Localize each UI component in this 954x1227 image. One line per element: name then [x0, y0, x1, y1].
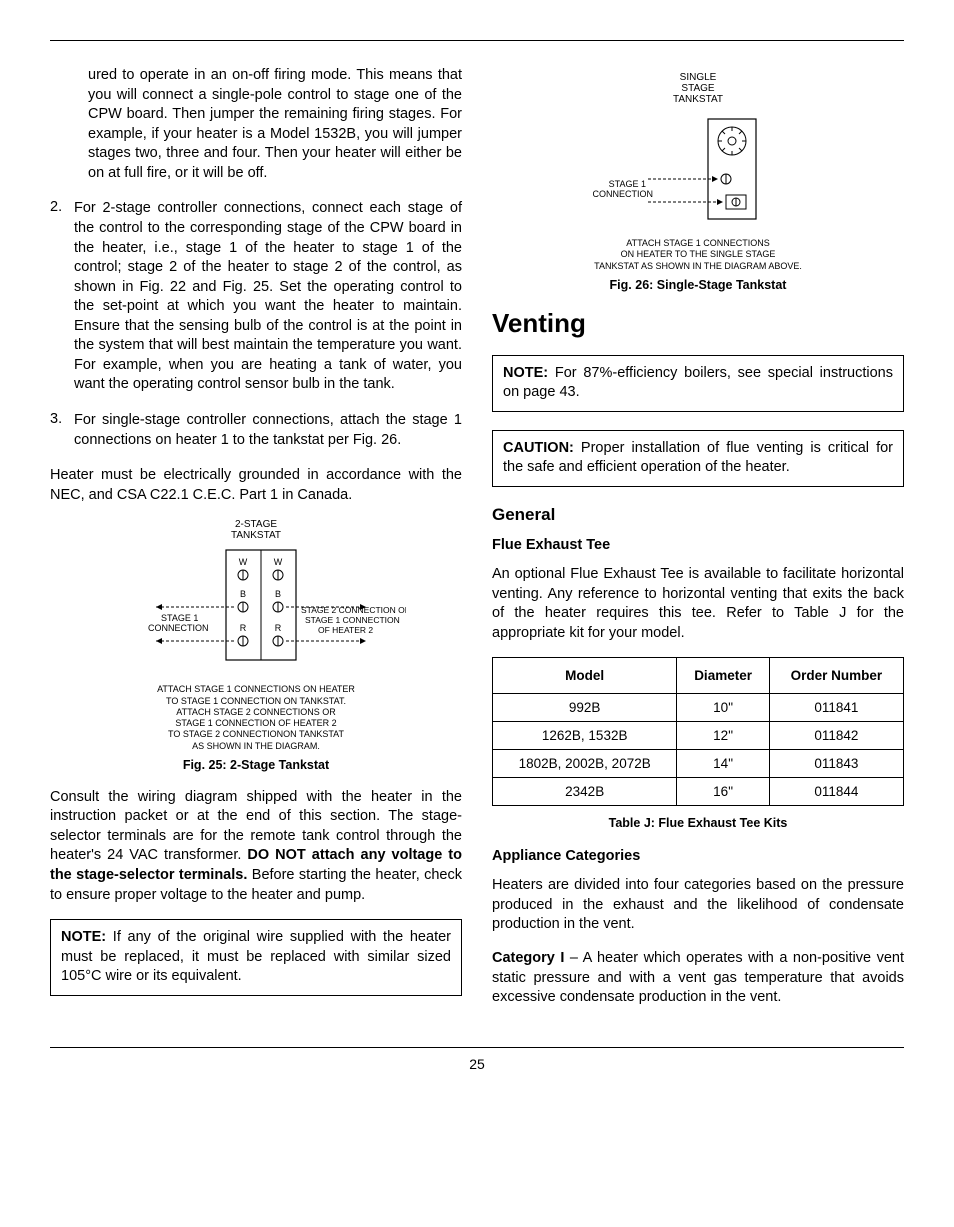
table-row: 1262B, 1532B 12" 011842 [493, 722, 904, 750]
note-box-1: NOTE: If any of the original wire suppli… [50, 919, 462, 996]
td: 1802B, 2002B, 2072B [493, 750, 677, 778]
note-label: NOTE: [503, 365, 548, 381]
table-header-row: Model Diameter Order Number [493, 658, 904, 694]
td: 992B [493, 694, 677, 722]
svg-text:W: W [239, 557, 248, 567]
th-model: Model [493, 658, 677, 694]
svg-text:STAGE 2 CONNECTION OR: STAGE 2 CONNECTION OR [301, 605, 406, 615]
td: 011841 [769, 694, 903, 722]
cap-line: AS SHOWN IN THE DIAGRAM. [192, 741, 320, 751]
table-row: 992B 10" 011841 [493, 694, 904, 722]
fig26-top-label: SINGLE STAGE TANKSTAT [492, 72, 904, 105]
svg-text:STAGE 1: STAGE 1 [609, 179, 646, 189]
list-text: For 2-stage controller connections, conn… [74, 199, 462, 395]
para-category-1: Category I – A heater which operates wit… [492, 949, 904, 1008]
heading-appliance-cat: Appliance Categories [492, 848, 904, 864]
text-bold: Category I [492, 950, 564, 966]
cap-line: TANKSTAT AS SHOWN IN THE DIAGRAM ABOVE. [594, 261, 802, 271]
heading-general: General [492, 505, 904, 525]
label: TANKSTAT [673, 94, 723, 105]
caution-box: CAUTION: Proper installation of flue ven… [492, 430, 904, 487]
list-number: 3. [50, 411, 74, 450]
note-box-2: NOTE: For 87%-efficiency boilers, see sp… [492, 355, 904, 412]
list-item-3: 3. For single-stage controller connectio… [50, 411, 462, 450]
note-label: NOTE: [61, 929, 106, 945]
svg-text:B: B [240, 589, 246, 599]
td: 011842 [769, 722, 903, 750]
cap-line: ATTACH STAGE 2 CONNECTIONS OR [176, 707, 336, 717]
right-column: SINGLE STAGE TANKSTAT [492, 66, 904, 1022]
para-continuation: ured to operate in an on-off firing mode… [88, 66, 462, 183]
rule-bottom [50, 1047, 904, 1048]
table-j-caption: Table J: Flue Exhaust Tee Kits [492, 816, 904, 830]
svg-text:B: B [275, 589, 281, 599]
list-number: 2. [50, 199, 74, 395]
para-wiring: Consult the wiring diagram shipped with … [50, 788, 462, 905]
table-flue-kits: Model Diameter Order Number 992B 10" 011… [492, 657, 904, 806]
page-container: ured to operate in an on-off firing mode… [0, 40, 954, 1072]
note-text: If any of the original wire supplied wit… [61, 929, 451, 984]
cap-line: TO STAGE 2 CONNECTIONON TANKSTAT [168, 729, 344, 739]
rule-top [50, 40, 904, 41]
fig26-diagram: STAGE 1 CONNECTION [492, 109, 904, 234]
fig26-svg: STAGE 1 CONNECTION [568, 109, 828, 229]
table-body: 992B 10" 011841 1262B, 1532B 12" 011842 … [493, 694, 904, 806]
fig26-caption-lines: ATTACH STAGE 1 CONNECTIONS ON HEATER TO … [492, 238, 904, 272]
svg-text:R: R [275, 623, 282, 633]
fig25-svg: W B R W B R [106, 545, 406, 675]
svg-text:W: W [274, 557, 283, 567]
label: STAGE [681, 83, 714, 94]
heading-flue: Flue Exhaust Tee [492, 537, 904, 553]
td: 10" [677, 694, 769, 722]
td: 011844 [769, 778, 903, 806]
list-item-2: 2. For 2-stage controller connections, c… [50, 199, 462, 395]
table-row: 2342B 16" 011844 [493, 778, 904, 806]
heading-venting: Venting [492, 308, 904, 339]
fig25-caption: Fig. 25: 2-Stage Tankstat [50, 758, 462, 772]
para-flue: An optional Flue Exhaust Tee is availabl… [492, 565, 904, 643]
para-grounding: Heater must be electrically grounded in … [50, 466, 462, 505]
fig25-diagram: W B R W B R [50, 545, 462, 680]
table-row: 1802B, 2002B, 2072B 14" 011843 [493, 750, 904, 778]
td: 14" [677, 750, 769, 778]
fig26-caption: Fig. 26: Single-Stage Tankstat [492, 278, 904, 292]
fig25-caption-lines: ATTACH STAGE 1 CONNECTIONS ON HEATER TO … [50, 684, 462, 752]
td: 12" [677, 722, 769, 750]
columns: ured to operate in an on-off firing mode… [50, 66, 904, 1022]
td: 1262B, 1532B [493, 722, 677, 750]
svg-text:R: R [240, 623, 247, 633]
td: 2342B [493, 778, 677, 806]
label: SINGLE [680, 72, 717, 83]
th-diameter: Diameter [677, 658, 769, 694]
cap-line: ATTACH STAGE 1 CONNECTIONS ON HEATER [157, 684, 355, 694]
label: TANKSTAT [231, 530, 281, 541]
svg-text:OF HEATER 2: OF HEATER 2 [318, 625, 373, 635]
svg-text:CONNECTION: CONNECTION [593, 189, 654, 199]
para-categories: Heaters are divided into four categories… [492, 876, 904, 935]
svg-text:CONNECTION: CONNECTION [148, 623, 209, 633]
cap-line: ATTACH STAGE 1 CONNECTIONS [626, 238, 770, 248]
caution-label: CAUTION: [503, 440, 574, 456]
label: 2-STAGE [235, 519, 277, 530]
cap-line: STAGE 1 CONNECTION OF HEATER 2 [175, 718, 336, 728]
td: 011843 [769, 750, 903, 778]
cap-line: TO STAGE 1 CONNECTION ON TANKSTAT. [166, 696, 346, 706]
page-number: 25 [50, 1056, 904, 1072]
list-text: For single-stage controller connections,… [74, 411, 462, 450]
svg-text:STAGE 1 CONNECTION: STAGE 1 CONNECTION [305, 615, 400, 625]
fig25-top-label: 2-STAGE TANKSTAT [50, 519, 462, 541]
left-column: ured to operate in an on-off firing mode… [50, 66, 462, 1022]
svg-text:STAGE 1: STAGE 1 [161, 613, 198, 623]
th-order: Order Number [769, 658, 903, 694]
td: 16" [677, 778, 769, 806]
note-text: For 87%-efficiency boilers, see special … [503, 365, 893, 401]
cap-line: ON HEATER TO THE SINGLE STAGE [621, 249, 776, 259]
